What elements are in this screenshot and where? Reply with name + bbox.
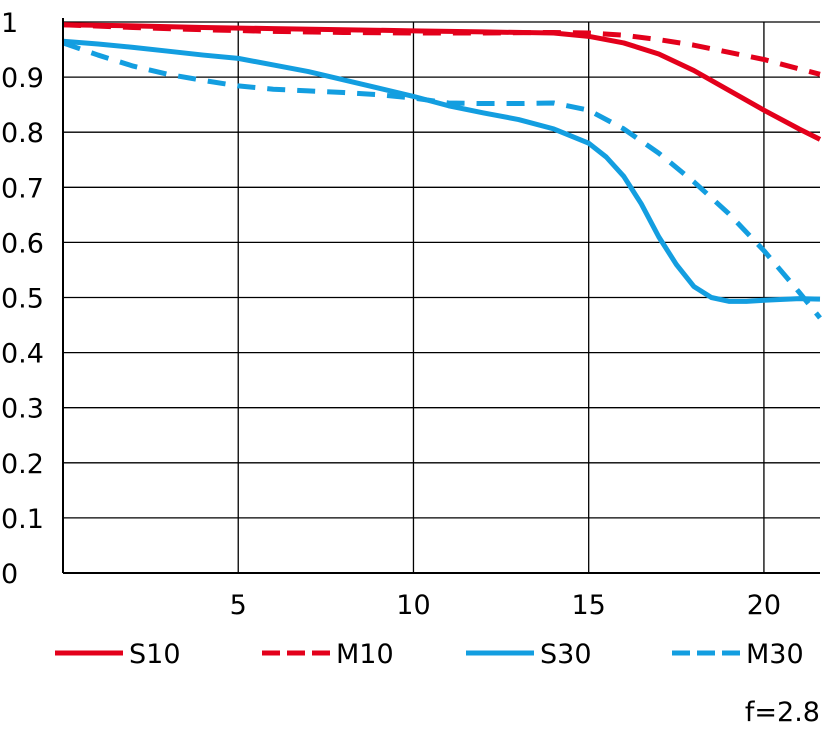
grid	[63, 21, 820, 574]
y-tick-label: 0.4	[1, 339, 44, 370]
y-tick-label: 0.2	[1, 449, 44, 480]
y-tick-labels: 0 0.1 0.2 0.3 0.4 0.5 0.6 0.7 0.8 0.9 1	[1, 8, 44, 590]
y-tick-label: 0.3	[1, 394, 44, 425]
series-line-s10	[62, 22, 822, 142]
x-tick-labels: 5 10 15 20	[230, 590, 781, 621]
series-lines	[62, 22, 822, 320]
legend-label-m30: M30	[746, 639, 804, 670]
axis-frame	[62, 18, 820, 574]
y-tick-label: 0	[1, 559, 18, 590]
x-tick-label: 5	[230, 590, 247, 621]
y-tick-label: 0.8	[1, 118, 44, 149]
x-tick-label: 10	[396, 590, 430, 621]
x-tick-label: 20	[747, 590, 781, 621]
y-tick-label: 1	[1, 8, 18, 39]
aperture-annotation: f=2.8	[745, 697, 820, 728]
legend: S10 M10 S30 M30	[55, 639, 804, 670]
y-tick-label: 0.6	[1, 228, 44, 259]
y-tick-label: 0.1	[1, 504, 44, 535]
legend-label-m10: M10	[336, 639, 394, 670]
y-tick-label: 0.5	[1, 284, 44, 315]
legend-label-s30: S30	[540, 639, 592, 670]
series-line-m30	[62, 40, 822, 320]
legend-label-s10: S10	[129, 639, 181, 670]
x-tick-label: 15	[572, 590, 606, 621]
y-tick-label: 0.7	[1, 173, 44, 204]
y-tick-label: 0.9	[1, 63, 44, 94]
series-line-s30	[62, 38, 821, 304]
